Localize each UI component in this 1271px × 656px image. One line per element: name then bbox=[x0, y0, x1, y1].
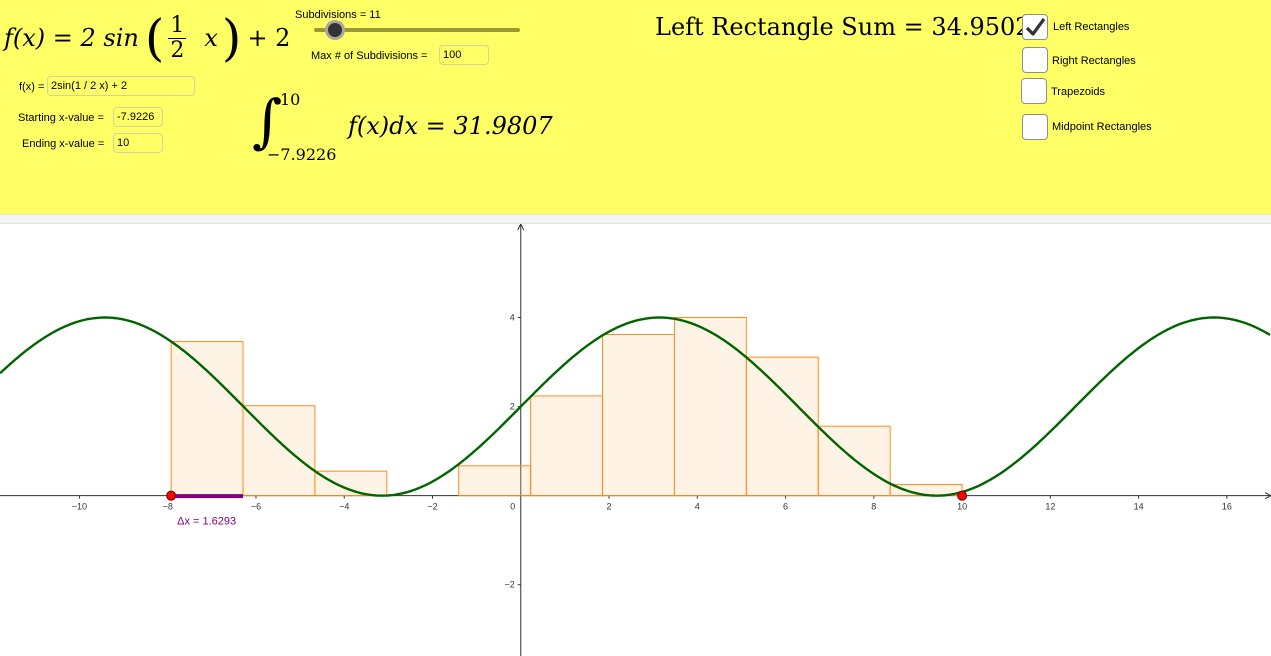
start-point[interactable] bbox=[166, 490, 177, 501]
left-rectangle-sum: Left Rectangle Sum = 34.9502 bbox=[655, 13, 1031, 41]
subdivisions-slider[interactable] bbox=[314, 28, 520, 32]
left-rectangle bbox=[170, 341, 244, 497]
fx-label: f(x) = bbox=[19, 81, 45, 93]
x-tick-label: −8 bbox=[163, 502, 173, 512]
left-rectangle bbox=[745, 356, 819, 497]
left-rectangle bbox=[530, 395, 604, 497]
y-tick-label: −2 bbox=[504, 580, 514, 590]
x-tick-label: 2 bbox=[607, 502, 612, 512]
y-axis-arrow-icon bbox=[517, 224, 525, 231]
max-subdivisions-input[interactable]: 100 bbox=[439, 45, 489, 65]
formula-fraction-bar bbox=[168, 37, 187, 39]
y-tick-label: 4 bbox=[510, 313, 515, 323]
integral-value: f(x)dx = 31.9807 bbox=[348, 112, 553, 140]
formula-fraction-numerator: 1 bbox=[170, 12, 185, 38]
x-tick-label: 6 bbox=[783, 502, 788, 512]
delta-x-label: Δx = 1.6293 bbox=[177, 516, 236, 528]
formula-lhs: f(x) = 2 sin bbox=[4, 24, 139, 52]
graph-view[interactable]: −10 −8 −6 −4 −2 0 2 4 6 8 10 12 14 16 4 2 −2 Δx = 1.6293 bbox=[0, 224, 1271, 656]
formula-left-paren: ( bbox=[144, 9, 165, 67]
x-tick-label: −4 bbox=[339, 502, 349, 512]
formula-tail: + 2 bbox=[247, 24, 291, 52]
trapezoids-label: Trapezoids bbox=[1051, 86, 1106, 98]
x-tick-label: 16 bbox=[1222, 502, 1232, 512]
checkmark-icon bbox=[1025, 18, 1046, 36]
integral-sign: ∫ bbox=[252, 87, 283, 155]
formula-fraction-denominator: 2 bbox=[170, 37, 185, 63]
control-panel bbox=[0, 0, 1271, 214]
x-tick-label: 0 bbox=[510, 502, 515, 512]
left-rectangles-checkbox[interactable] bbox=[1022, 14, 1048, 40]
x-tick-label: −10 bbox=[72, 502, 87, 512]
x-tick-label: 8 bbox=[871, 502, 876, 512]
end-input[interactable]: 10 bbox=[113, 133, 163, 153]
left-rectangle bbox=[673, 317, 747, 497]
trapezoids-checkbox[interactable] bbox=[1021, 78, 1047, 104]
left-rectangle bbox=[602, 333, 675, 497]
end-label: Ending x-value = bbox=[22, 138, 105, 150]
x-tick-label: 12 bbox=[1045, 502, 1055, 512]
integral-lower-limit: −7.9226 bbox=[267, 145, 337, 164]
x-tick-label: −2 bbox=[427, 502, 437, 512]
fx-input[interactable]: 2sin(1 / 2 x) + 2 bbox=[47, 76, 195, 96]
start-input[interactable]: -7.9226 bbox=[113, 107, 163, 127]
formula-variable: x bbox=[204, 24, 218, 52]
max-subdivisions-label: Max # of Subdivisions = bbox=[311, 50, 428, 62]
x-tick-label: 14 bbox=[1134, 502, 1144, 512]
left-rectangle bbox=[314, 470, 388, 497]
integral-upper-limit: 10 bbox=[280, 90, 301, 109]
right-rectangles-checkbox[interactable] bbox=[1022, 47, 1048, 73]
start-label: Starting x-value = bbox=[18, 112, 104, 124]
end-point[interactable] bbox=[957, 490, 968, 501]
panel-divider bbox=[0, 214, 1271, 224]
left-rectangle bbox=[458, 465, 532, 497]
subdivisions-label: Subdivisions = 11 bbox=[295, 9, 381, 21]
x-tick-label: 10 bbox=[957, 502, 967, 512]
subdivisions-slider-thumb[interactable] bbox=[328, 23, 342, 37]
left-rectangles-label: Left Rectangles bbox=[1053, 21, 1130, 33]
left-rectangle bbox=[242, 405, 316, 497]
formula-fraction: 1 2 bbox=[168, 12, 187, 63]
x-tick-label: −6 bbox=[251, 502, 261, 512]
function-formula: f(x) = 2 sin ( 1 2 x ) + 2 bbox=[4, 8, 290, 68]
x-axis-arrow-icon bbox=[1264, 492, 1271, 500]
formula-right-paren: ) bbox=[221, 9, 242, 67]
midpoint-rectangles-checkbox[interactable] bbox=[1022, 114, 1048, 140]
x-tick-label: 4 bbox=[695, 502, 700, 512]
right-rectangles-label: Right Rectangles bbox=[1052, 55, 1136, 67]
y-tick-label: 2 bbox=[510, 402, 515, 412]
function-curve bbox=[0, 316, 1271, 497]
midpoint-rectangles-label: Midpoint Rectangles bbox=[1052, 121, 1152, 133]
